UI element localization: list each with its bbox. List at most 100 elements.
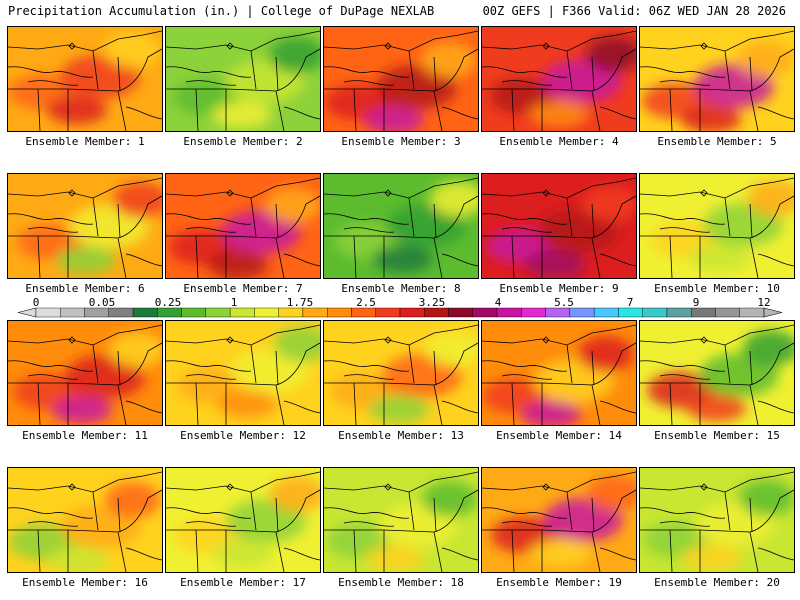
legend-color-bin [132,307,158,318]
header-run-info: 00Z GEFS | F366 Valid: 06Z WED JAN 28 20… [482,4,786,18]
boundary-line [195,88,199,131]
ensemble-member-map[interactable] [639,467,795,573]
station-marker-icon [226,42,234,50]
boundary-line [749,48,794,92]
boundary-line [511,529,515,572]
boundary-line [343,374,395,380]
boundary-line [408,344,415,384]
legend-tick-label: 0.25 [155,296,182,309]
ensemble-member-map[interactable] [165,467,321,573]
ensemble-member-map[interactable] [323,173,479,279]
ensemble-member-label: Ensemble Member: 13 [338,429,464,442]
boundary-line [125,547,162,561]
ensemble-member-map[interactable] [323,467,479,573]
boundary-line [749,195,794,239]
ensemble-member-map[interactable] [165,173,321,279]
boundary-line [591,56,595,92]
ensemble-member-map[interactable] [7,320,163,426]
station-marker-icon [542,189,550,197]
station-marker-icon [542,336,550,344]
boundary-line [441,547,478,561]
legend-tick-label: 7 [627,296,634,309]
boundary-line [433,195,478,239]
ensemble-member-map[interactable] [165,320,321,426]
boundary-line [669,382,673,425]
color-scale-legend: 0 0.05 0.25 1 1.75 2.5 3.25 4 5.5 7 9 12 [17,296,783,318]
map-boundaries [640,177,794,278]
legend-tick-label: 12 [757,296,770,309]
boundary-line [757,400,794,414]
map-boundaries [8,177,162,278]
precip-blob [105,482,161,518]
boundary-line [599,400,636,414]
precip-blob [529,100,589,128]
precip-blob [47,96,107,124]
boundary-line [591,489,636,533]
boundary-line [566,491,573,531]
legend-tick-label: 0 [33,296,40,309]
precip-blob [682,544,742,572]
legend-color-bin [424,307,449,318]
legend-color-bin [205,307,231,318]
boundary-line [166,507,252,519]
ensemble-member-map[interactable] [481,173,637,279]
precip-blob [113,182,162,218]
boundary-line [441,400,478,414]
boundary-line [591,342,636,386]
boundary-line [275,497,279,533]
ensemble-member-map[interactable] [323,26,479,132]
station-marker-icon [542,483,550,491]
legend-color-bin [691,307,716,318]
ensemble-member-map[interactable] [481,26,637,132]
boundary-line [92,197,99,237]
precip-blob [430,181,478,217]
map-boundaries [482,30,636,131]
boundary-line [283,400,320,414]
boundary-line [37,382,41,425]
boundary-line [433,203,437,239]
boundary-line [749,497,753,533]
boundary-line [591,48,636,92]
ensemble-member-map[interactable] [323,320,479,426]
boundary-line [433,56,437,92]
legend-color-bin [593,307,619,318]
boundary-line [117,350,121,386]
ensemble-member-map[interactable] [481,467,637,573]
boundary-line [749,342,794,386]
legend-color-bin [642,307,668,318]
boundary-line [275,342,320,386]
ensemble-member-map[interactable] [7,467,163,573]
precip-blob [208,251,268,278]
legend-color-bin [448,307,473,318]
boundary-line [37,88,41,131]
precip-blob [274,326,320,362]
boundary-line [117,489,162,533]
ensemble-member-map[interactable] [639,320,795,426]
precip-blob [582,186,636,222]
boundary-line [117,48,162,92]
precip-blob [747,180,794,216]
boundary-line [591,350,595,386]
ensemble-member-label: Ensemble Member: 7 [183,282,303,295]
legend-color-bin [715,307,740,318]
station-marker-icon [226,189,234,197]
ensemble-member-map[interactable] [7,26,163,132]
ensemble-member-map[interactable] [639,26,795,132]
legend-color-bin [108,307,134,318]
precip-blob [109,332,162,368]
ensemble-member-map[interactable] [481,320,637,426]
ensemble-member-map[interactable] [165,26,321,132]
boundary-line [117,203,121,239]
precip-blob [587,475,636,511]
boundary-line [433,489,478,533]
map-boundaries [8,30,162,131]
boundary-line [275,56,279,92]
map-boundaries [324,177,478,278]
boundary-line [566,50,573,90]
ensemble-member-map[interactable] [639,173,795,279]
boundary-line [482,213,568,225]
boundary-line [37,529,41,572]
boundary-line [659,374,711,380]
boundary-line [511,235,515,278]
ensemble-member-map[interactable] [7,173,163,279]
